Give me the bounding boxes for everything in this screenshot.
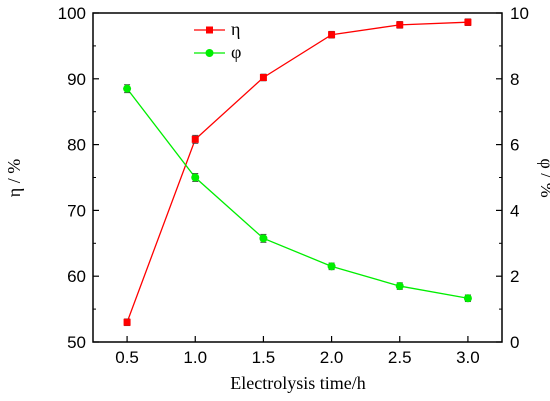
y-right-tick-label: 8 (510, 70, 519, 89)
x-tick-label: 2.5 (388, 348, 412, 367)
y-left-tick-label: 80 (67, 136, 86, 155)
x-tick-label: 3.0 (456, 348, 480, 367)
data-point (123, 318, 131, 326)
x-tick-label: 1.5 (252, 348, 276, 367)
series-line (126, 88, 469, 299)
data-point (328, 31, 336, 39)
data-point (327, 262, 336, 271)
x-tick-label: 2.0 (320, 348, 344, 367)
y-left-tick-label: 50 (67, 333, 86, 352)
plot-frame (92, 12, 503, 343)
data-point (395, 282, 404, 291)
data-point (123, 84, 132, 93)
legend-marker (206, 26, 213, 34)
y-axis-right-title: φ / % (537, 158, 550, 197)
x-tick-label: 0.5 (115, 348, 139, 367)
x-tick-label: 1.0 (183, 348, 207, 367)
y-left-tick-label: 90 (67, 70, 86, 89)
y-left-tick-label: 70 (67, 201, 86, 220)
x-axis-title: Electrolysis time/h (230, 373, 365, 393)
y-right-tick-label: 6 (510, 136, 519, 155)
y-right-tick-label: 2 (510, 267, 519, 286)
series-line (126, 21, 468, 323)
data-point (396, 21, 404, 29)
legend-marker (205, 49, 214, 57)
y-right-tick-label: 0 (510, 333, 519, 352)
data-point (463, 294, 472, 303)
y-right-tick-label: 10 (510, 4, 529, 23)
series-eta (123, 18, 472, 327)
data-point (191, 173, 200, 182)
legend-label: η (231, 19, 240, 39)
y-left-tick-label: 60 (67, 267, 86, 286)
legend-item-phi: φ (194, 42, 241, 62)
y-axis-left-title: η / % (4, 159, 24, 197)
data-point (191, 135, 199, 143)
legend-item-eta: η (194, 19, 240, 39)
data-point (259, 234, 268, 243)
y-left-tick-label: 100 (58, 4, 86, 23)
legend-label: φ (231, 42, 241, 62)
data-point (259, 73, 267, 81)
y-right-tick-label: 4 (510, 201, 519, 220)
series-phi (123, 84, 472, 303)
data-point (464, 18, 472, 26)
